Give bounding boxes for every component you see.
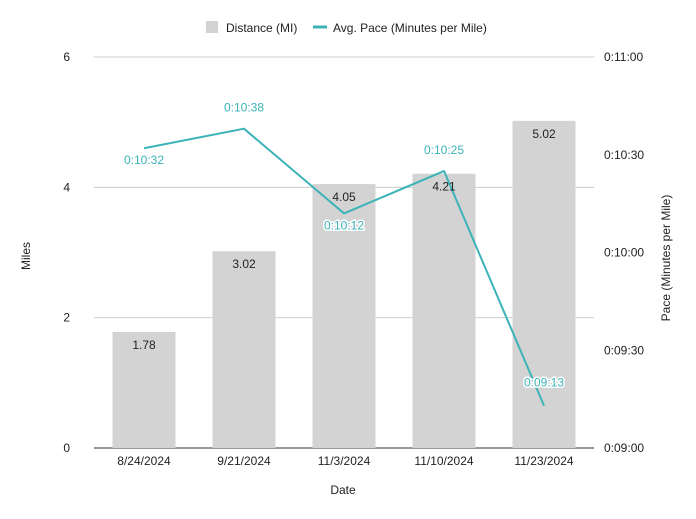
data-labels: 1.78 3.02 4.05 4.21 5.02 0:10:32 0:10:38 0:10:1… [122, 99, 565, 391]
pace-point[interactable] [342, 211, 347, 216]
distance-bar[interactable] [512, 120, 576, 448]
pace-point[interactable] [142, 146, 147, 151]
y-tick-label: 6 [63, 50, 70, 64]
x-tick-label: 11/10/2024 [414, 454, 473, 468]
bar-value-label: 1.78 [132, 338, 156, 352]
distance-bar[interactable] [412, 173, 476, 449]
x-tick-label: 8/24/2024 [117, 454, 171, 468]
bar-value-label: 4.05 [332, 190, 356, 204]
pace-value-label: 0:10:32 [124, 153, 164, 167]
y-tick-label: 2 [63, 311, 70, 325]
y-tick-label: 4 [63, 180, 70, 194]
pace-point[interactable] [242, 126, 247, 131]
legend-label-pace: Avg. Pace (Minutes per Mile) [333, 21, 487, 35]
bar-value-label: 5.02 [532, 127, 556, 141]
y-right-axis-title: Pace (Minutes per Mile) [659, 195, 673, 322]
pace-value-label: 0:10:25 [424, 143, 464, 157]
y-right-tick-label: 0:10:00 [604, 246, 644, 260]
pace-value-label: 0:10:12 [324, 218, 364, 232]
bar-value-label: 3.02 [232, 257, 256, 271]
x-axis-title: Date [330, 483, 356, 497]
y-right-tick-label: 0:09:30 [604, 343, 644, 357]
distance-bar[interactable] [312, 184, 376, 448]
legend-swatch-distance [206, 21, 218, 33]
pace-value-label: 0:09:13 [524, 376, 564, 390]
bar-value-label: 4.21 [432, 180, 456, 194]
pace-point[interactable] [542, 403, 547, 408]
distance-bar[interactable] [212, 251, 276, 448]
x-tick-label: 9/21/2024 [217, 454, 271, 468]
x-tick-label: 11/3/2024 [318, 454, 371, 468]
distance-bar[interactable] [112, 332, 176, 448]
y-tick-label: 0 [63, 441, 70, 455]
pace-line [142, 126, 547, 408]
distance-bars [112, 120, 576, 449]
legend[interactable]: Distance (MI) Avg. Pace (Minutes per Mile… [206, 21, 487, 35]
pace-series-line[interactable] [143, 127, 545, 407]
axes: 0 2 4 6 0:09:00 0:09:30 0:10:00 0:10:30 0:11:00 8… [19, 50, 673, 497]
y-right-tick-label: 0:10:30 [604, 148, 644, 162]
pace-point[interactable] [442, 169, 447, 174]
legend-label-distance: Distance (MI) [226, 21, 297, 35]
pace-value-label: 0:10:38 [224, 101, 264, 115]
y-right-tick-label: 0:11:00 [604, 50, 643, 64]
y-axis-title: Miles [19, 242, 33, 270]
x-tick-label: 11/23/2024 [514, 454, 573, 468]
y-right-tick-label: 0:09:00 [604, 441, 644, 455]
